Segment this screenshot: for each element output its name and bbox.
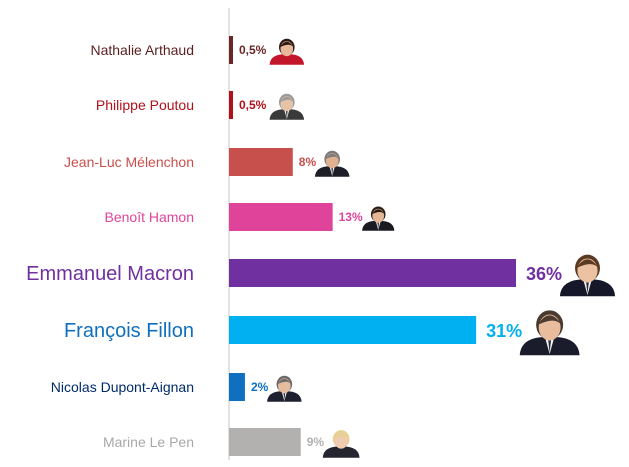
candidate-label-emmanuel-macron: Emmanuel Macron: [26, 263, 194, 285]
avatar-marine-le-pen: [322, 430, 360, 458]
candidate-label-benoit-hamon: Benoît Hamon: [105, 209, 195, 225]
bar-nathalie-arthaud: [229, 36, 233, 64]
candidate-label-marine-le-pen: Marine Le Pen: [103, 434, 194, 450]
avatar-francois-fillon: [519, 310, 580, 356]
bar-emmanuel-macron: [229, 259, 516, 287]
avatar-nathalie-arthaud: [269, 38, 305, 65]
value-label-jean-luc-melenchon: 8%: [299, 155, 317, 169]
candidate-label-jean-luc-melenchon: Jean-Luc Mélenchon: [64, 154, 194, 170]
candidate-label-nathalie-arthaud: Nathalie Arthaud: [90, 42, 194, 58]
bar-nicolas-dupont-aignan: [229, 373, 245, 401]
bar-marine-le-pen: [229, 428, 301, 456]
bar-benoit-hamon: [229, 203, 333, 231]
candidate-label-francois-fillon: François Fillon: [64, 320, 194, 342]
candidate-label-nicolas-dupont-aignan: Nicolas Dupont-Aignan: [51, 379, 194, 395]
avatar-jean-luc-melenchon: [314, 150, 350, 177]
value-label-marine-le-pen: 9%: [307, 435, 325, 449]
value-label-nicolas-dupont-aignan: 2%: [251, 380, 269, 394]
value-label-francois-fillon: 31%: [486, 321, 522, 341]
bar-jean-luc-melenchon: [229, 148, 293, 176]
value-label-nathalie-arthaud: 0,5%: [239, 43, 267, 57]
avatar-emmanuel-macron: [559, 254, 616, 297]
value-label-emmanuel-macron: 36%: [526, 264, 562, 284]
avatar-benoit-hamon: [362, 206, 395, 231]
value-label-philippe-poutou: 0,5%: [239, 98, 267, 112]
bar-francois-fillon: [229, 316, 477, 344]
avatar-nicolas-dupont-aignan: [267, 375, 302, 402]
bar-philippe-poutou: [229, 91, 233, 119]
candidate-label-philippe-poutou: Philippe Poutou: [96, 97, 194, 113]
avatar-philippe-poutou: [269, 93, 305, 120]
value-label-benoit-hamon: 13%: [339, 210, 363, 224]
